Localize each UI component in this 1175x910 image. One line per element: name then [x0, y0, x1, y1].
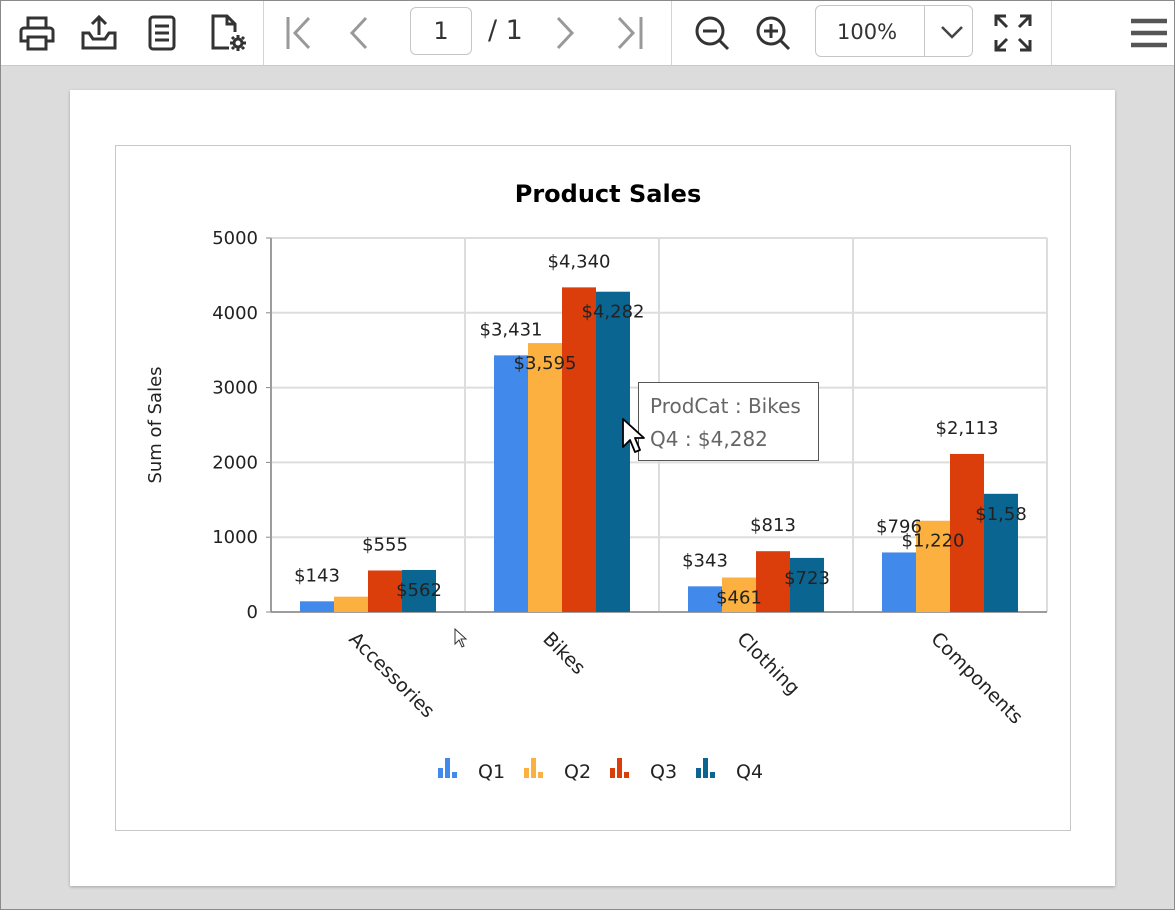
y-tick-label: 5000 — [212, 228, 258, 249]
menu-icon — [1131, 18, 1167, 48]
fit-page-button[interactable] — [991, 11, 1035, 55]
y-axis-label: Sum of Sales — [145, 366, 166, 483]
legend-label: Q2 — [564, 761, 591, 783]
chart-tooltip: ProdCat : Bikes Q4 : $4,282 — [638, 382, 819, 461]
x-tick-label: Clothing — [732, 628, 803, 699]
export-button[interactable] — [77, 11, 121, 55]
data-label: $3,595 — [514, 353, 577, 374]
print-button[interactable] — [15, 11, 59, 55]
data-label: $555 — [362, 534, 408, 555]
data-label: $461 — [716, 588, 762, 609]
zoom-out-button[interactable] — [690, 11, 734, 55]
tooltip-category: ProdCat : Bikes — [650, 394, 801, 418]
chart-frame: Product Sales Sum of Sales 0 1000 2000 3000… — [115, 145, 1071, 831]
tooltip-value: Q4 : $4,282 — [650, 427, 768, 451]
data-label: $1,220 — [902, 531, 965, 552]
data-label: $562 — [396, 580, 442, 601]
page-total-label: / 1 — [488, 15, 523, 46]
document-button[interactable] — [140, 11, 184, 55]
data-label: $1,58 — [975, 504, 1027, 525]
fit-page-icon — [994, 14, 1032, 52]
bar-q4-components — [984, 493, 1018, 612]
x-tick-label: Bikes — [538, 628, 589, 679]
first-page-icon — [286, 16, 311, 50]
previous-page-icon — [349, 16, 368, 50]
legend-swatch-icon — [524, 758, 543, 778]
legend-swatch-icon — [438, 758, 457, 778]
legend-label: Q1 — [478, 761, 505, 783]
data-label: $723 — [784, 568, 830, 589]
data-label: $3,431 — [480, 319, 543, 340]
chart-title: Product Sales — [515, 180, 702, 208]
toolbar-separator — [671, 1, 672, 65]
current-page-input[interactable] — [410, 7, 472, 55]
bar-q2-accessories — [334, 596, 368, 612]
data-label: $343 — [682, 550, 728, 571]
report-page: Product Sales Sum of Sales 0 1000 2000 3000… — [70, 90, 1115, 886]
x-tick-label: Accessories — [344, 628, 438, 722]
page-setup-icon — [211, 14, 246, 51]
zoom-level-select[interactable]: 100% — [815, 5, 973, 57]
data-label: $4,282 — [582, 302, 645, 323]
export-icon — [81, 14, 117, 50]
y-tick-label: 4000 — [212, 303, 258, 324]
bar-q4-clothing — [790, 557, 824, 612]
y-tick-label: 3000 — [212, 378, 258, 399]
data-label: $813 — [750, 515, 796, 536]
y-tick-label: 1000 — [212, 527, 258, 548]
bar-q3-clothing — [756, 551, 790, 612]
bar-q2-components — [916, 520, 950, 612]
bar-q2-bikes — [528, 343, 562, 612]
zoom-in-icon — [756, 16, 791, 51]
bar-q4-bikes — [596, 291, 630, 612]
y-tick-label: 0 — [247, 602, 258, 623]
mouse-pointer-icon — [622, 418, 645, 453]
report-viewer-toolbar: / 1 100% — [1, 1, 1174, 66]
secondary-pointer-icon — [454, 628, 468, 648]
legend-label: Q3 — [650, 761, 677, 783]
document-icon — [148, 15, 176, 51]
zoom-level-value: 100% — [837, 20, 898, 44]
legend-label: Q4 — [736, 761, 763, 783]
bar-q2-clothing — [722, 577, 756, 612]
data-label: $4,340 — [548, 251, 611, 272]
bar-q3-components — [950, 453, 984, 612]
next-page-button[interactable] — [543, 11, 587, 55]
first-page-button[interactable] — [277, 11, 321, 55]
previous-page-button[interactable] — [337, 11, 381, 55]
x-tick-label: Components — [926, 628, 1027, 729]
legend-swatch-icon — [696, 758, 715, 778]
menu-button[interactable] — [1127, 11, 1171, 55]
zoom-out-icon — [695, 16, 730, 51]
next-page-icon — [556, 16, 575, 50]
bar-q1-components — [882, 552, 916, 612]
last-page-icon — [617, 16, 643, 50]
data-label: $143 — [294, 565, 340, 586]
print-icon — [19, 16, 55, 51]
product-sales-chart: Product Sales Sum of Sales 0 1000 2000 3000… — [145, 180, 1048, 783]
chevron-down-icon — [941, 26, 963, 39]
bar-q1-clothing — [688, 586, 722, 612]
bar-q1-accessories — [300, 601, 334, 612]
toolbar-separator — [1051, 1, 1052, 65]
legend-swatch-icon — [610, 758, 629, 778]
last-page-button[interactable] — [607, 11, 651, 55]
zoom-in-button[interactable] — [751, 11, 795, 55]
page-setup-button[interactable] — [206, 11, 250, 55]
bar-q3-accessories — [368, 570, 402, 612]
zoom-select-divider — [924, 6, 925, 56]
y-tick-label: 2000 — [212, 452, 258, 473]
bar-q4-accessories — [402, 569, 436, 612]
bar-q3-bikes — [562, 287, 596, 612]
bar-q1-bikes — [494, 355, 528, 612]
toolbar-separator — [263, 1, 264, 65]
data-label: $2,113 — [936, 418, 999, 439]
data-label: $796 — [876, 516, 922, 537]
